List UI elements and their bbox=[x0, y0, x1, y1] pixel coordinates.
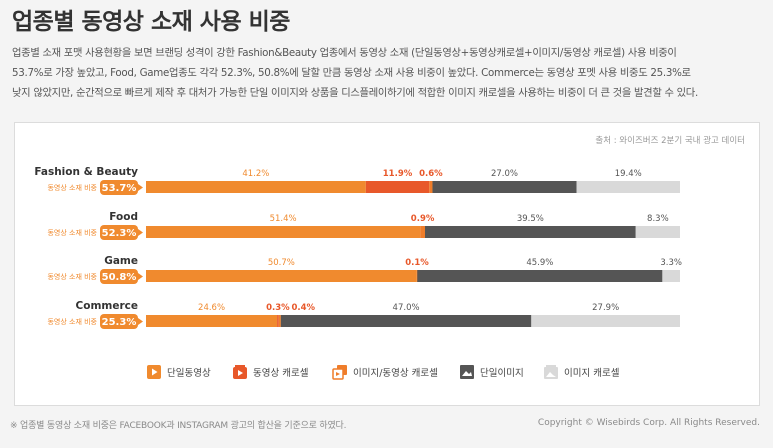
copyright: Copyright © Wisebirds Corp. All Rights R… bbox=[537, 418, 760, 428]
video-share-badge bbox=[100, 314, 138, 329]
legend-video-carousel-glyph bbox=[238, 370, 243, 376]
bar-value-label: 8.3% bbox=[647, 214, 669, 224]
intro-line: 낮지 않았지만, 순간적으로 빠르게 제작 후 대처가 가능한 단일 이미지와 … bbox=[12, 87, 698, 99]
bar-value-label: 0.1% bbox=[405, 258, 429, 268]
bar-value-label: 41.2% bbox=[242, 169, 269, 179]
bar-segment-4 bbox=[432, 181, 577, 193]
category-label: Game bbox=[104, 255, 138, 267]
legend-image-video-carousel-glyph bbox=[336, 372, 340, 376]
bar-value-label: 24.6% bbox=[198, 303, 225, 313]
bar-value-label: 51.4% bbox=[270, 214, 297, 224]
bar-segment-5 bbox=[531, 315, 680, 327]
legend-label: 동영상 캐로셀 bbox=[253, 368, 309, 379]
legend-image-carousel-stack bbox=[546, 365, 556, 367]
bar-value-label: 27.9% bbox=[592, 303, 619, 313]
video-share-badge-pointer bbox=[138, 273, 143, 280]
video-share-badge-pointer bbox=[138, 184, 143, 191]
bar-value-label: 45.9% bbox=[526, 258, 553, 268]
video-share-value: 50.8% bbox=[102, 272, 137, 283]
video-share-badge bbox=[100, 269, 138, 284]
bar-value-label: 47.0% bbox=[393, 303, 420, 313]
stacked-bar-chart: 출처 : 와이즈버즈 2분기 국내 광고 데이터 Fashion & Beauty… bbox=[34, 135, 745, 380]
legend-image-carousel-glyph bbox=[546, 372, 556, 377]
video-share-badge-pointer bbox=[138, 318, 143, 325]
legend-label: 단일동영상 bbox=[167, 368, 211, 379]
bar-segment-2 bbox=[365, 181, 430, 193]
bar-value-label: 0.4% bbox=[292, 303, 316, 313]
bar-segment-4 bbox=[417, 270, 663, 282]
bar-value-label: 39.5% bbox=[517, 214, 544, 224]
bar-value-label: 3.3% bbox=[660, 258, 682, 268]
legend-play-glyph bbox=[152, 368, 158, 376]
video-share-caption: 동영상 소재 비중 bbox=[47, 272, 97, 281]
bar-segment-3 bbox=[278, 315, 281, 327]
bar-value-label: 50.7% bbox=[268, 258, 295, 268]
bar-segment-5 bbox=[635, 226, 680, 238]
bar-segment-4 bbox=[280, 315, 532, 327]
chart-source: 출처 : 와이즈버즈 2분기 국내 광고 데이터 bbox=[595, 135, 745, 146]
bar-segment-4 bbox=[425, 226, 636, 238]
legend-image-glyph bbox=[462, 371, 472, 376]
bar-segment-3 bbox=[420, 226, 425, 238]
intro-text: 업종별 소재 포맷 사용현황을 보면 브랜딩 성격이 강한 Fashion&Be… bbox=[12, 43, 760, 103]
intro-line: 53.7%로 가장 높았고, Food, Game업종도 각각 52.3%, 5… bbox=[12, 67, 691, 79]
category-label: Commerce bbox=[76, 300, 138, 312]
bar-segment-2 bbox=[277, 315, 279, 327]
page-title: 업종별 동영상 소재 사용 비중 bbox=[12, 9, 290, 35]
bar-segment-3 bbox=[429, 181, 433, 193]
category-label: Food bbox=[109, 211, 138, 223]
bar-value-label: 11.9% bbox=[383, 169, 413, 179]
video-share-caption: 동영상 소재 비중 bbox=[47, 317, 97, 326]
video-share-badge bbox=[100, 225, 138, 240]
video-share-caption: 동영상 소재 비중 bbox=[47, 228, 97, 237]
bar-value-label: 27.0% bbox=[491, 169, 518, 179]
video-share-caption: 동영상 소재 비중 bbox=[47, 183, 97, 192]
video-share-badge-pointer bbox=[138, 229, 143, 236]
bar-segment-1 bbox=[146, 270, 417, 282]
bar-segment-1 bbox=[146, 315, 278, 327]
intro-line: 업종별 소재 포맷 사용현황을 보면 브랜딩 성격이 강한 Fashion&Be… bbox=[12, 47, 677, 59]
video-share-value: 25.3% bbox=[102, 317, 137, 328]
bar-value-label: 0.9% bbox=[411, 214, 435, 224]
video-share-badge bbox=[100, 180, 138, 195]
chart-panel: 출처 : 와이즈버즈 2분기 국내 광고 데이터 Fashion & Beauty… bbox=[14, 122, 760, 406]
bar-segment-5 bbox=[576, 181, 680, 193]
video-share-value: 53.7% bbox=[102, 183, 137, 194]
legend-label: 단일이미지 bbox=[480, 368, 524, 379]
legend-video-carousel-stack bbox=[235, 365, 245, 367]
bar-value-label: 19.4% bbox=[615, 169, 642, 179]
bar-segment-1 bbox=[146, 181, 366, 193]
video-share-value: 52.3% bbox=[102, 228, 137, 239]
footnote: ※ 업종별 동영상 소재 비중은 FACEBOOK과 INSTAGRAM 광고의… bbox=[10, 421, 347, 431]
legend-label: 이미지 캐로셀 bbox=[564, 368, 620, 379]
bar-value-label: 0.3% bbox=[266, 303, 290, 313]
bar-segment-1 bbox=[146, 226, 421, 238]
bar-value-label: 0.6% bbox=[419, 169, 443, 179]
category-label: Fashion & Beauty bbox=[34, 166, 138, 178]
legend-label: 이미지/동영상 캐로셀 bbox=[353, 368, 438, 379]
bar-segment-5 bbox=[662, 270, 680, 282]
